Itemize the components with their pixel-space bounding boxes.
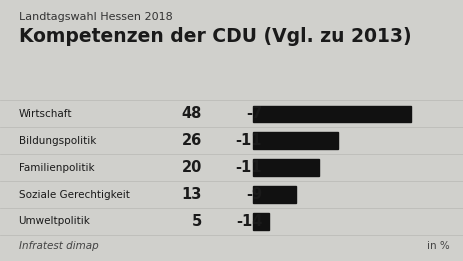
Text: Familienpolitik: Familienpolitik [19, 163, 94, 173]
Text: -11: -11 [235, 160, 262, 175]
Text: -7: -7 [245, 106, 262, 121]
Text: Wirtschaft: Wirtschaft [19, 109, 72, 119]
Text: Soziale Gerechtigkeit: Soziale Gerechtigkeit [19, 189, 129, 200]
Text: Kompetenzen der CDU (Vgl. zu 2013): Kompetenzen der CDU (Vgl. zu 2013) [19, 27, 410, 46]
Bar [252, 213, 269, 230]
Text: 26: 26 [181, 133, 201, 148]
Text: 20: 20 [181, 160, 201, 175]
Text: -11: -11 [235, 133, 262, 148]
Text: 48: 48 [181, 106, 201, 121]
Bar [252, 186, 295, 203]
Text: Landtagswahl Hessen 2018: Landtagswahl Hessen 2018 [19, 12, 172, 22]
Text: Umweltpolitik: Umweltpolitik [19, 216, 90, 227]
Text: -14: -14 [235, 214, 262, 229]
Bar [252, 133, 338, 149]
Bar [252, 106, 410, 122]
Text: -9: -9 [245, 187, 262, 202]
Text: Infratest dimap: Infratest dimap [19, 241, 98, 251]
Text: 5: 5 [191, 214, 201, 229]
Text: in %: in % [426, 241, 449, 251]
Text: Bildungspolitik: Bildungspolitik [19, 136, 96, 146]
Bar [252, 159, 318, 176]
Text: 13: 13 [181, 187, 201, 202]
